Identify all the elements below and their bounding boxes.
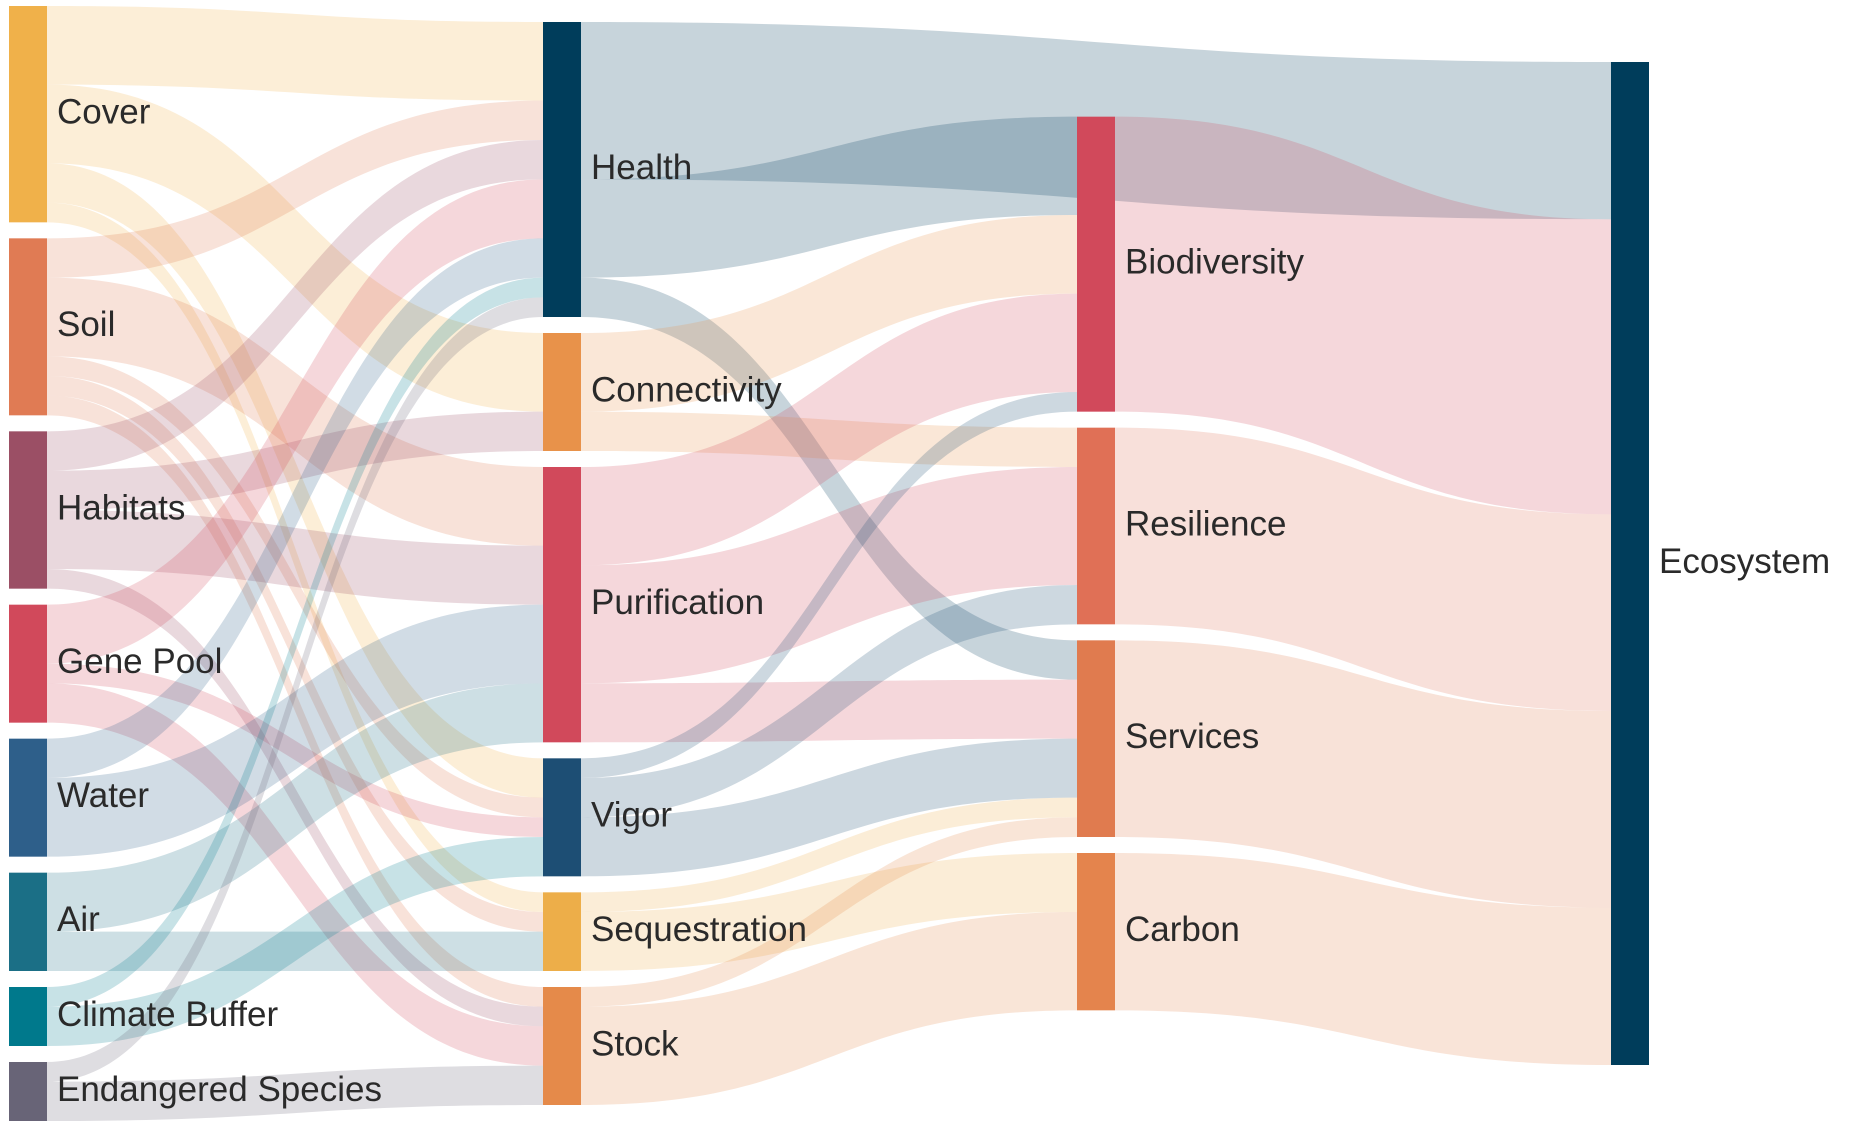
link: [1115, 427, 1611, 711]
link: [47, 163, 543, 798]
node-label: Sequestration: [591, 910, 807, 949]
node: [1077, 116, 1115, 412]
node-label: Resilience: [1125, 504, 1286, 543]
link: [47, 683, 543, 1066]
link: [47, 1065, 543, 1121]
link: [581, 679, 1077, 743]
node: [1077, 640, 1115, 837]
node-label: Water: [57, 776, 149, 815]
node-label: Stock: [591, 1024, 679, 1063]
node-label: Endangered Species: [57, 1070, 382, 1109]
node-label: Gene Pool: [57, 642, 222, 681]
link: [47, 100, 543, 278]
link: [581, 277, 1077, 680]
link: [581, 738, 1077, 877]
link: [581, 293, 1077, 566]
node: [1077, 427, 1115, 625]
link: [581, 392, 1077, 778]
link: [581, 853, 1077, 971]
link: [47, 277, 543, 546]
link: [47, 6, 543, 101]
link: [47, 297, 543, 1082]
link: [47, 238, 543, 779]
node-label: Connectivity: [591, 370, 782, 409]
node-label: Cover: [57, 92, 151, 131]
link: [47, 663, 543, 837]
node: [543, 892, 581, 971]
link: [47, 277, 543, 1007]
link: [581, 215, 1077, 412]
node: [543, 987, 581, 1105]
node: [1077, 853, 1115, 1011]
link: [47, 411, 543, 510]
link: [47, 510, 543, 605]
link: [47, 604, 543, 857]
node: [543, 758, 581, 877]
node: [9, 6, 47, 223]
node: [9, 431, 47, 589]
link: [47, 84, 543, 412]
node: [9, 987, 47, 1046]
link: [581, 116, 1077, 278]
node-label: Carbon: [1125, 910, 1240, 949]
link: [1115, 853, 1611, 1065]
node: [9, 1062, 47, 1121]
link: [581, 467, 1077, 684]
node-label: Air: [57, 900, 100, 939]
link: [581, 585, 1077, 818]
link: [581, 797, 1077, 912]
node: [1611, 62, 1649, 1065]
link: [47, 931, 543, 971]
node: [9, 738, 47, 857]
link: [47, 569, 543, 1027]
links: [47, 6, 1611, 1121]
node-label: Ecosystem: [1659, 542, 1830, 581]
link: [47, 837, 543, 1046]
node-label: Vigor: [591, 796, 672, 835]
node: [543, 22, 581, 317]
link: [1115, 116, 1611, 515]
link: [47, 395, 543, 1007]
node-label: Services: [1125, 717, 1259, 756]
node: [543, 467, 581, 743]
node-label: Soil: [57, 305, 115, 344]
link: [581, 912, 1077, 1105]
link: [47, 179, 543, 664]
link: [47, 202, 543, 912]
link: [1115, 640, 1611, 908]
node-label: Climate Buffer: [57, 995, 278, 1034]
link: [47, 140, 543, 471]
link: [47, 683, 543, 932]
node-label: Purification: [591, 583, 764, 622]
node-label: Biodiversity: [1125, 242, 1304, 281]
node-label: Health: [591, 148, 692, 187]
node: [9, 872, 47, 971]
link: [47, 376, 543, 932]
nodes: Cover Soil Habitats Gene Pool Water Air Climat…: [9, 6, 1830, 1121]
node: [9, 604, 47, 723]
link: [581, 817, 1077, 1007]
node: [543, 333, 581, 451]
node: [9, 238, 47, 416]
link: [47, 356, 543, 818]
node-label: Habitats: [57, 488, 185, 527]
link: [581, 411, 1077, 467]
